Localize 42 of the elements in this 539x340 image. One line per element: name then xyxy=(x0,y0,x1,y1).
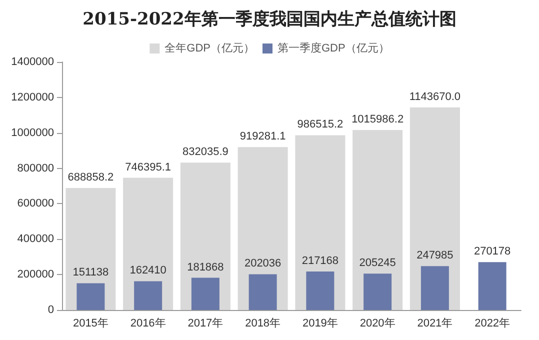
y-tick-label: 800000 xyxy=(17,162,54,174)
y-tick-label: 200000 xyxy=(17,268,54,281)
bar xyxy=(248,274,277,310)
x-tick-label: 2022年 xyxy=(474,318,510,330)
y-tick-label: 600000 xyxy=(17,198,54,210)
legend-label: 第一季度GDP（亿元） xyxy=(278,42,390,54)
bar xyxy=(478,262,506,310)
bar xyxy=(191,278,220,310)
bar xyxy=(306,272,334,310)
data-label: 688858.2 xyxy=(68,171,114,184)
data-label: 202036 xyxy=(244,258,282,270)
data-label: 1143670.0 xyxy=(409,90,461,103)
y-tick-label: 1000000 xyxy=(11,126,54,139)
bar xyxy=(420,266,449,310)
y-tick-label: 400000 xyxy=(17,233,54,246)
bar xyxy=(364,274,392,310)
data-label: 247985 xyxy=(416,250,454,262)
data-label: 919281.1 xyxy=(240,130,286,143)
x-tick-label: 2016年 xyxy=(130,318,166,330)
x-tick-label: 2019年 xyxy=(302,318,338,330)
data-label: 746395.1 xyxy=(125,161,172,174)
x-tick-label: 2020年 xyxy=(360,318,396,330)
legend-label: 全年GDP（亿元） xyxy=(164,42,255,54)
x-tick-label: 2017年 xyxy=(188,318,224,330)
data-label: 162410 xyxy=(130,264,166,277)
data-label: 151138 xyxy=(72,266,109,279)
bar xyxy=(134,281,162,310)
data-label: 832035.9 xyxy=(182,146,228,158)
y-tick-label: 0 xyxy=(48,304,54,316)
x-tick-label: 2018年 xyxy=(245,318,281,330)
y-tick-label: 1200000 xyxy=(11,91,54,104)
data-label: 986515.2 xyxy=(297,118,344,131)
bar xyxy=(76,283,105,310)
data-label: 1015986.2 xyxy=(352,114,404,126)
x-tick-label: 2015年 xyxy=(72,318,108,330)
y-tick-label: 1400000 xyxy=(11,56,54,68)
x-tick-label: 2021年 xyxy=(417,318,453,330)
data-label: 270178 xyxy=(474,246,511,258)
data-label: 217168 xyxy=(302,255,339,268)
chart-title: 2015-2022年第一季度我国国内生产总值统计图 xyxy=(82,10,456,30)
data-label: 181868 xyxy=(187,261,224,274)
data-label: 205245 xyxy=(359,257,396,270)
